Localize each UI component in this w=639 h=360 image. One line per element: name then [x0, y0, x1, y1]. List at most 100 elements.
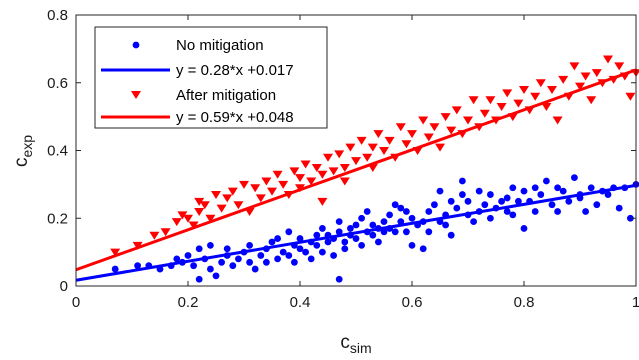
point-no-mitigation: [263, 258, 270, 266]
legend-marker-after-mitigation: [131, 91, 141, 99]
point-no-mitigation: [335, 275, 343, 283]
point-no-mitigation: [246, 258, 254, 266]
point-after-mitigation: [205, 214, 216, 223]
point-no-mitigation: [481, 201, 489, 209]
legend-label-after-mitigation-fit: y = 0.59*x +0.048: [176, 109, 294, 126]
point-after-mitigation: [580, 72, 591, 81]
point-after-mitigation: [171, 218, 182, 227]
point-no-mitigation: [335, 218, 343, 226]
point-no-mitigation: [319, 248, 326, 256]
point-after-mitigation: [519, 86, 529, 95]
point-after-mitigation: [132, 241, 143, 250]
point-after-mitigation: [222, 194, 233, 203]
point-no-mitigation: [190, 262, 198, 270]
point-no-mitigation: [403, 228, 410, 236]
point-no-mitigation: [229, 262, 237, 270]
point-after-mitigation: [278, 180, 289, 189]
point-no-mitigation: [218, 258, 226, 266]
point-no-mitigation: [391, 228, 399, 236]
legend-label-no-mitigation-fit: y = 0.28*x +0.017: [176, 62, 294, 79]
point-no-mitigation: [487, 191, 494, 198]
point-no-mitigation: [503, 208, 511, 215]
point-no-mitigation: [442, 221, 449, 229]
point-after-mitigation: [586, 96, 597, 105]
point-no-mitigation: [520, 225, 528, 232]
legend-label-after-mitigation: After mitigation: [176, 87, 276, 104]
point-after-mitigation: [362, 153, 373, 162]
point-after-mitigation: [435, 143, 445, 152]
x-tick-label: 0.2: [178, 294, 199, 311]
point-after-mitigation: [289, 167, 300, 176]
point-no-mitigation: [531, 208, 539, 215]
fit-lines: [75, 68, 637, 282]
point-no-mitigation: [537, 191, 545, 198]
point-after-mitigation: [496, 102, 507, 111]
point-no-mitigation: [425, 208, 433, 215]
point-after-mitigation: [177, 211, 188, 220]
point-after-mitigation: [295, 174, 305, 183]
point-no-mitigation: [223, 245, 231, 253]
point-after-mitigation: [547, 86, 557, 95]
point-no-mitigation: [582, 208, 589, 215]
point-after-mitigation: [591, 69, 602, 78]
point-after-mitigation: [373, 130, 384, 139]
point-no-mitigation: [425, 228, 433, 236]
point-no-mitigation: [509, 184, 517, 192]
point-after-mitigation: [401, 140, 412, 149]
y-tick-label: 0.6: [47, 75, 68, 92]
legend-label-no-mitigation: No mitigation: [176, 37, 264, 54]
point-no-mitigation: [531, 184, 539, 192]
point-after-mitigation: [261, 177, 272, 186]
y-tick-label: 0.2: [47, 210, 68, 227]
point-no-mitigation: [324, 238, 332, 246]
point-no-mitigation: [212, 272, 220, 280]
point-no-mitigation: [319, 225, 326, 232]
point-after-mitigation: [188, 221, 199, 230]
point-after-mitigation: [541, 102, 552, 111]
point-after-mitigation: [317, 170, 328, 179]
point-after-mitigation: [440, 113, 451, 122]
point-no-mitigation: [498, 197, 505, 205]
point-no-mitigation: [173, 255, 181, 263]
point-after-mitigation: [446, 126, 457, 135]
point-after-mitigation: [575, 82, 585, 91]
point-no-mitigation: [593, 201, 601, 209]
x-tick-label: 0.6: [402, 294, 423, 311]
point-no-mitigation: [330, 252, 337, 259]
point-no-mitigation: [274, 235, 281, 242]
point-after-mitigation: [306, 177, 317, 186]
point-no-mitigation: [408, 241, 416, 249]
x-axis-label-main: c: [340, 332, 350, 353]
point-after-mitigation: [339, 177, 350, 186]
point-no-mitigation: [515, 197, 522, 205]
x-axis-label: csim: [340, 332, 371, 356]
point-after-mitigation: [558, 75, 569, 84]
point-no-mitigation: [134, 262, 142, 270]
point-after-mitigation: [513, 99, 524, 108]
point-no-mitigation: [571, 174, 578, 182]
point-after-mitigation: [502, 89, 513, 98]
point-no-mitigation: [352, 221, 360, 229]
point-no-mitigation: [459, 177, 466, 185]
point-no-mitigation: [207, 265, 214, 273]
point-no-mitigation: [408, 214, 416, 222]
point-after-mitigation: [255, 194, 266, 203]
point-after-mitigation: [569, 62, 580, 71]
point-no-mitigation: [184, 252, 192, 259]
point-after-mitigation: [603, 55, 613, 64]
x-tick-label: 0.8: [514, 294, 535, 311]
point-no-mitigation: [487, 214, 494, 222]
point-no-mitigation: [235, 255, 242, 263]
point-after-mitigation: [395, 123, 406, 132]
point-after-mitigation: [311, 163, 322, 172]
point-no-mitigation: [111, 265, 119, 273]
point-no-mitigation: [554, 184, 561, 192]
point-no-mitigation: [347, 225, 354, 232]
point-no-mitigation: [548, 201, 556, 209]
point-no-mitigation: [369, 231, 377, 239]
point-no-mitigation: [464, 197, 472, 205]
point-after-mitigation: [339, 163, 350, 172]
point-after-mitigation: [194, 207, 205, 216]
point-no-mitigation: [436, 187, 444, 195]
x-tick-label: 0: [72, 294, 80, 311]
